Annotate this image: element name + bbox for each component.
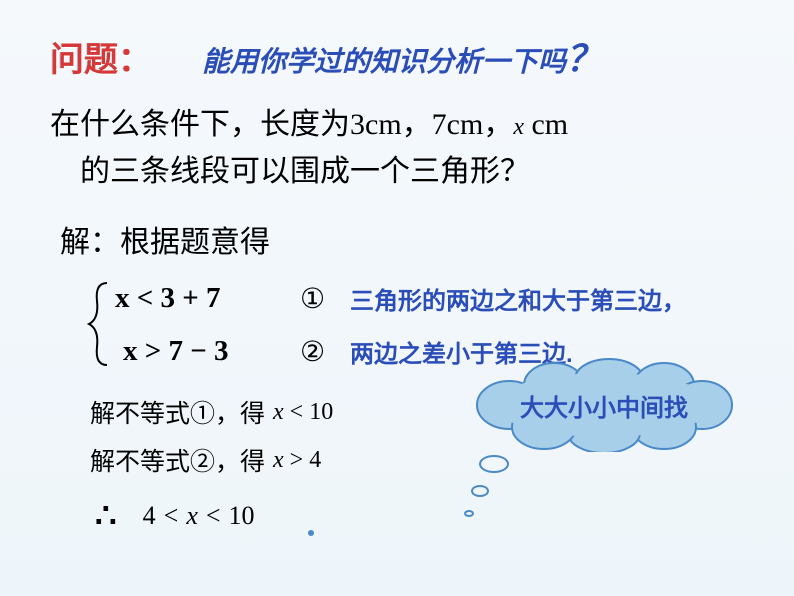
subtitle-text: 能用你学过的知识分析一下吗 [202,47,566,78]
step1-op: < [290,399,304,425]
brace-icon [85,279,115,369]
step2-var: x [273,447,284,473]
equation-system: x < 3 + 7 ① 三角形的两边之和大于第三边， x > 7 − 3 ② 两… [85,279,744,369]
final-math: 4<x<10 [143,501,255,531]
final-right: 10 [229,501,255,530]
solution-head: 解：根据题意得 [60,217,744,261]
problem-text: 在什么条件下，长度为3cm，7cm，x cm 的三条线段可以围成一个三角形？ [50,102,744,195]
final-op1: < [164,501,179,530]
cloud-text: 大大小小中间找 [520,388,688,423]
dot-icon [308,530,314,536]
thought-bubble-2 [471,485,489,497]
eq1-num: ① [300,282,350,316]
eq2-num: ② [300,335,350,369]
problem-line2: 的三条线段可以围成一个三角形？ [50,149,744,196]
problem-line1-pre: 在什么条件下，长度为3cm，7cm， [50,108,513,141]
step1-math: x<10 [273,399,333,426]
equation-1: x < 3 + 7 ① 三角形的两边之和大于第三边， [115,281,686,316]
cloud-callout: 大大小小中间找 [484,375,724,435]
step2-val: 4 [309,447,321,473]
final-left: 4 [143,501,156,530]
step1-val: 10 [309,399,333,425]
thought-bubble-1 [479,455,509,473]
eq1-explain: 三角形的两边之和大于第三边， [350,281,686,316]
problem-var: x [513,114,524,140]
step1-text: 解不等式①，得 [90,394,265,430]
thought-bubble-3 [464,510,474,517]
eq2-math: x > 7 − 3 [115,335,300,368]
title-label: 问题： [50,32,152,81]
subtitle: 能用你学过的知识分析一下吗？ [202,30,602,82]
final-result: ∴ 4<x<10 [95,496,744,536]
therefore-symbol: ∴ [95,496,117,536]
final-var: x [186,501,198,530]
step2-text: 解不等式②，得 [90,442,265,478]
problem-line1-post: cm [524,108,568,141]
step2-op: > [290,447,304,473]
eq1-math: x < 3 + 7 [115,282,300,315]
subtitle-qmark: ？ [566,39,602,79]
step2-math: x>4 [273,447,321,474]
step1-var: x [273,399,284,425]
final-op2: < [206,501,221,530]
